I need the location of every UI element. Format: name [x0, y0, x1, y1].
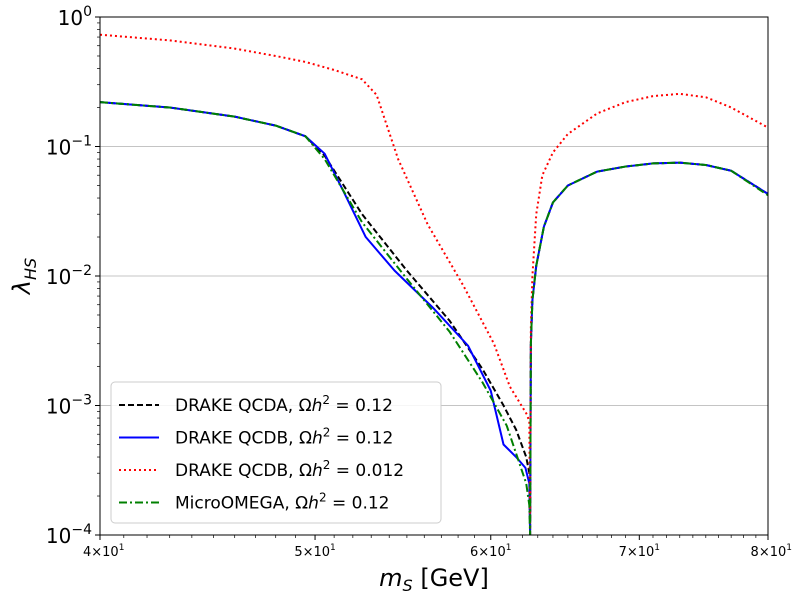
- legend-label-2: DRAKE QCDB, Ωh2 = 0.012: [175, 458, 404, 481]
- x-tick-label-3: 7×101: [619, 543, 660, 560]
- svg-text:mS [GeV]: mS [GeV]: [379, 564, 489, 595]
- y-tick-label-2: 10−2: [46, 263, 92, 289]
- y-tick-label-1: 10−3: [46, 393, 92, 419]
- legend-label-1: DRAKE QCDB, Ωh2 = 0.12: [175, 426, 393, 449]
- x-tick-label-1: 5×101: [294, 543, 335, 560]
- x-axis: 4×101 5×101 6×101 7×101 8×101: [83, 535, 792, 560]
- y-tick-label-4: 100: [58, 4, 92, 30]
- y-axis-label: λHS: [8, 258, 40, 296]
- x-tick-label-2: 6×101: [470, 543, 511, 560]
- x-tick-label-4: 8×101: [751, 543, 792, 560]
- y-tick-label-0: 10−4: [46, 522, 92, 548]
- legend-label-3: MicroOMEGA, Ωh2 = 0.12: [175, 491, 389, 514]
- legend: DRAKE QCDA, Ωh2 = 0.12 DRAKE QCDB, Ωh2 = …: [110, 381, 442, 524]
- series-lines: [100, 33, 768, 535]
- legend-box: [110, 381, 442, 524]
- x-axis-label: mS [GeV]: [379, 564, 489, 595]
- y-tick-label-3: 10−1: [46, 134, 92, 160]
- x-tick-label-0: 4×101: [83, 543, 124, 560]
- svg-text:λHS: λHS: [8, 258, 40, 296]
- legend-label-0: DRAKE QCDA, Ωh2 = 0.12: [175, 393, 393, 416]
- series-line-1: [100, 101, 768, 535]
- y-axis: 10−4 10−3 10−2 10−1 100: [46, 4, 100, 548]
